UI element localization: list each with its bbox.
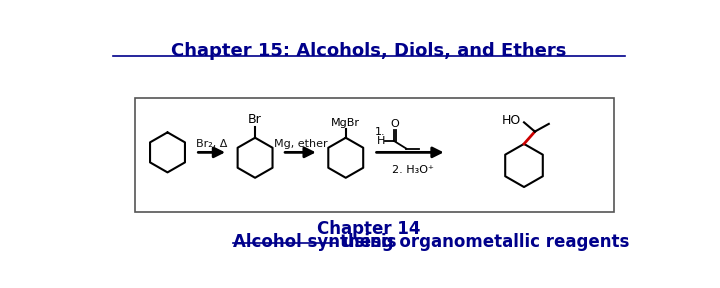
Text: MgBr: MgBr [331, 118, 360, 128]
Text: 1.: 1. [375, 127, 386, 137]
Text: Mg, ether: Mg, ether [274, 139, 327, 149]
Text: Chapter 14: Chapter 14 [318, 220, 420, 238]
Text: using organometallic reagents: using organometallic reagents [337, 233, 629, 251]
Text: 2. H₃O⁺: 2. H₃O⁺ [392, 166, 434, 175]
Text: H: H [377, 136, 386, 146]
Text: Br₂, Δ: Br₂, Δ [196, 139, 228, 149]
Text: O: O [390, 118, 399, 128]
Text: Alcohol synthesis: Alcohol synthesis [233, 233, 397, 251]
Text: HO: HO [502, 114, 521, 127]
Text: Br: Br [248, 113, 262, 126]
Bar [135, 98, 614, 212]
Text: Chapter 15: Alcohols, Diols, and Ethers: Chapter 15: Alcohols, Diols, and Ethers [171, 42, 567, 60]
